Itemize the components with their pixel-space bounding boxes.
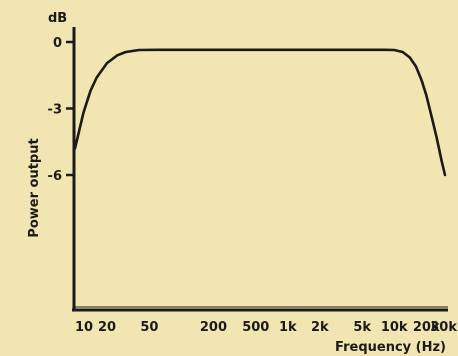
y-axis-title: Power output — [27, 138, 42, 237]
y-ticks: 0 -3 -6 — [48, 36, 74, 184]
x-tick-label: 500 — [242, 320, 269, 335]
power-output-line — [73, 48, 447, 177]
y-tick-label: -6 — [48, 169, 62, 184]
x-tick-label: 5k — [353, 320, 371, 335]
x-tick-label: 50 — [140, 320, 158, 335]
y-tick-label: -3 — [48, 103, 62, 118]
x-tick-label: 2k — [311, 320, 329, 335]
x-axis-title: Frequency (Hz) — [335, 340, 446, 355]
x-tick-label: 10 — [75, 320, 93, 335]
x-tick-label: 20 — [98, 320, 116, 335]
y-unit-label: dB — [48, 11, 67, 26]
x-tick-label: 10k — [381, 320, 408, 335]
y-tick-label: 0 — [53, 36, 62, 51]
x-tick-label: 30k — [430, 320, 457, 335]
x-tick-label: 200 — [200, 320, 227, 335]
x-tick-label: 20k — [413, 320, 440, 335]
plot-axes — [72, 27, 448, 312]
x-tick-label: 1k — [279, 320, 297, 335]
